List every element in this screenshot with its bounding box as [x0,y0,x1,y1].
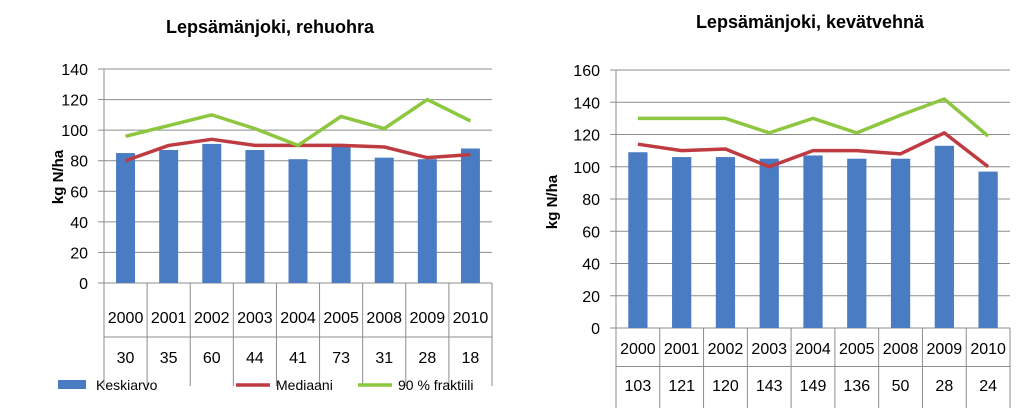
bar-keskiarvo [978,171,998,328]
y-axis-label: kg N/ha [544,174,561,229]
y-tick-label: 20 [582,289,600,306]
x-tick-label-year: 2001 [664,341,700,358]
x-tick-label-year: 2008 [883,341,919,358]
chart-rehuohra: Lepsämänjoki, rehuohra kg N/ha 0 20 40 60 80… [50,17,493,393]
x-tick-label-count: 121 [668,378,695,395]
y-tick-label: 120 [61,93,88,110]
x-tick-label-year: 2002 [194,310,230,327]
y-tick-label: 60 [70,184,88,201]
chart-title: Lepsämänjoki, kevätvehnä [696,12,925,32]
y-tick-label: 0 [591,321,600,338]
x-tick-label-year: 2010 [453,310,489,327]
y-tick-label: 20 [70,245,88,262]
x-tick-label-count: 24 [979,378,997,395]
x-tick-label-count: 41 [289,350,307,367]
y-tick-label: 160 [573,63,600,80]
y-tick-label: 40 [70,215,88,232]
bar-keskiarvo [159,150,179,283]
x-tick-label-year: 2009 [927,341,963,358]
bar-keskiarvo [202,143,222,283]
y-tick-label: 80 [70,154,88,171]
x-tick-label-count: 28 [418,350,436,367]
legend-label: Mediaani [276,377,333,393]
bar-keskiarvo [245,150,265,283]
x-tick-label-count: 149 [800,378,827,395]
plot-area: 0 20 40 60 80 100 120 140 2000 30 2001 35 2002 60 2003… [61,62,493,386]
line-fraktiili [637,97,990,138]
x-tick-label-year: 2010 [970,341,1006,358]
y-tick-label: 0 [79,276,88,293]
x-tick-label-year: 2008 [366,310,402,327]
x-tick-label-year: 2004 [795,341,831,358]
x-tick-label-count: 18 [462,350,480,367]
x-tick-label-year: 2004 [280,310,316,327]
bar-keskiarvo [759,158,779,328]
bar-keskiarvo [715,157,736,328]
x-tick-label-count: 31 [375,350,393,367]
bar-keskiarvo [331,146,351,283]
bar-keskiarvo [934,145,954,328]
x-tick-label-count: 120 [712,378,739,395]
bar-keskiarvo [460,148,480,283]
bar-keskiarvo [628,152,648,328]
y-tick-label: 80 [582,192,600,209]
category-table: 2000 30 2001 35 2002 60 2003 44 2004 41 2005 73 2008… [103,283,493,386]
chart-kevatvehna: Lepsämänjoki, kevätvehnä kg N/ha 0 20 40 60… [544,12,1011,408]
y-tick-label: 40 [582,257,600,274]
x-tick-label-year: 2002 [708,341,744,358]
x-tick-label-year: 2005 [323,310,359,327]
y-tick-label: 100 [573,160,600,177]
x-tick-label-year: 2001 [151,310,187,327]
line-fraktiili [125,97,472,148]
x-tick-label-count: 103 [625,378,652,395]
bar-keskiarvo [116,153,136,283]
plot-area: 0 20 40 60 80 100 120 140 160 2000 103 2001 121 2002 1… [573,63,1011,408]
bar-keskiarvo [847,158,867,328]
bar-keskiarvo [288,159,308,283]
legend-label: Keskiarvo [96,377,158,393]
y-tick-label: 120 [573,128,600,145]
x-tick-label-count: 50 [892,378,910,395]
bar-keskiarvo [890,158,911,328]
chart-title: Lepsämänjoki, rehuohra [166,17,375,37]
x-tick-label-count: 73 [332,350,350,367]
x-tick-label-year: 2009 [410,310,446,327]
bar-keskiarvo [374,157,394,283]
y-axis-label: kg N/ha [50,149,67,204]
x-tick-label-year: 2000 [108,310,144,327]
x-tick-label-count: 136 [843,378,870,395]
bar-keskiarvo [803,155,823,328]
bar-keskiarvo [417,159,437,283]
x-tick-label-year: 2005 [839,341,875,358]
x-tick-label-count: 30 [117,350,135,367]
x-tick-label-year: 2003 [751,341,787,358]
x-tick-label-count: 143 [756,378,783,395]
x-tick-label-count: 28 [935,378,953,395]
x-tick-label-count: 35 [160,350,178,367]
line-mediaani [637,131,990,169]
x-tick-label-year: 2003 [237,310,273,327]
x-tick-label-year: 2000 [620,341,656,358]
category-table: 2000 103 2001 121 2002 120 2003 143 2004 149 2005 1… [615,328,1011,408]
y-tick-label: 100 [61,123,88,140]
x-tick-label-count: 60 [203,350,221,367]
y-tick-label: 60 [582,224,600,241]
bar-keskiarvo [672,157,692,328]
legend-swatch-bar [58,380,86,389]
legend-label: 90 % fraktiili [398,377,473,393]
y-tick-label: 140 [573,95,600,112]
y-tick-label: 140 [61,62,88,79]
legend: Keskiarvo Mediaani 90 % fraktiili [58,377,473,393]
x-tick-label-count: 44 [246,350,264,367]
